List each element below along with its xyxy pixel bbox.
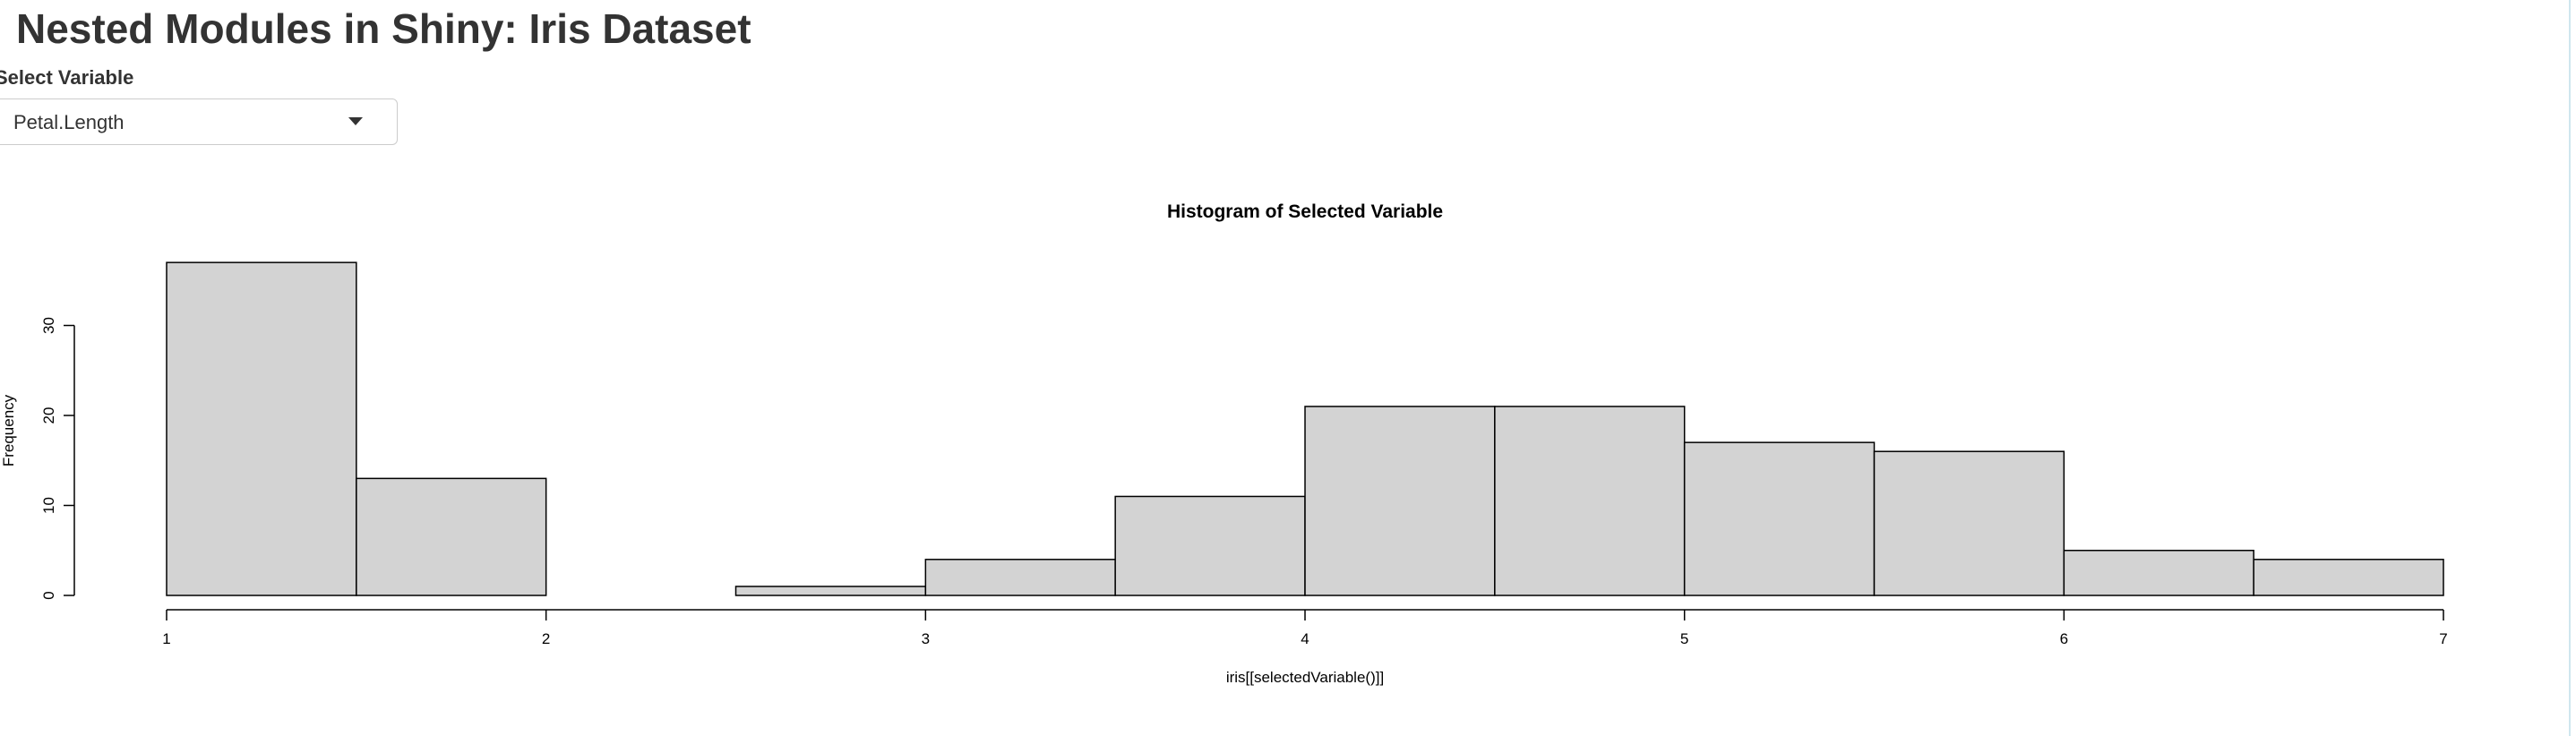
histogram-bar: [1304, 406, 1496, 596]
select-variable-label: Select Variable: [0, 66, 134, 89]
histogram-bar: [1114, 495, 1306, 596]
histogram-bar: [1873, 450, 2065, 596]
variable-select[interactable]: Petal.Length: [0, 98, 398, 145]
y-tick-label: 10: [40, 497, 57, 514]
x-axis: 1 2 3 4 5 6 7: [162, 609, 2448, 647]
histogram-plot: Histogram of Selected Variable 1 2 3 4 5 6 7 0…: [0, 201, 2448, 686]
histogram-bar: [924, 559, 1116, 596]
histogram-bar: [734, 586, 927, 596]
x-tick-label: 6: [2060, 630, 2068, 647]
y-tick-label: 20: [40, 407, 57, 424]
x-tick-label: 1: [162, 630, 170, 647]
x-tick-label: 4: [1301, 630, 1309, 647]
histogram-bar: [166, 261, 357, 596]
y-axis-label: Frequency: [0, 394, 17, 466]
window-edge: [2569, 0, 2571, 736]
histogram-bars: [166, 261, 2444, 596]
chevron-down-icon[interactable]: [348, 117, 363, 125]
x-tick-label: 7: [2439, 630, 2447, 647]
page-title: Nested Modules in Shiny: Iris Dataset: [16, 5, 751, 52]
x-tick-label: 3: [922, 630, 930, 647]
histogram-bar: [2253, 559, 2444, 596]
y-axis: 0 10 20 30: [40, 317, 75, 600]
y-tick-label: 30: [40, 317, 57, 334]
y-tick-label: 0: [40, 591, 57, 599]
x-tick-label: 2: [542, 630, 550, 647]
histogram-bar: [356, 477, 547, 596]
histogram-bar: [1494, 406, 1686, 596]
chart-title: Histogram of Selected Variable: [1167, 201, 1443, 222]
histogram-bar: [1683, 441, 1876, 596]
x-tick-label: 5: [1680, 630, 1688, 647]
variable-select-value: Petal.Length: [13, 111, 125, 133]
histogram-bar: [2063, 550, 2254, 596]
x-axis-label: iris[[selectedVariable()]]: [1226, 669, 1384, 686]
